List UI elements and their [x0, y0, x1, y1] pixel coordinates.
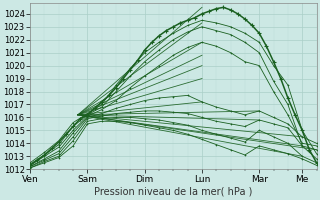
X-axis label: Pression niveau de la mer( hPa ): Pression niveau de la mer( hPa ) [94, 187, 252, 197]
